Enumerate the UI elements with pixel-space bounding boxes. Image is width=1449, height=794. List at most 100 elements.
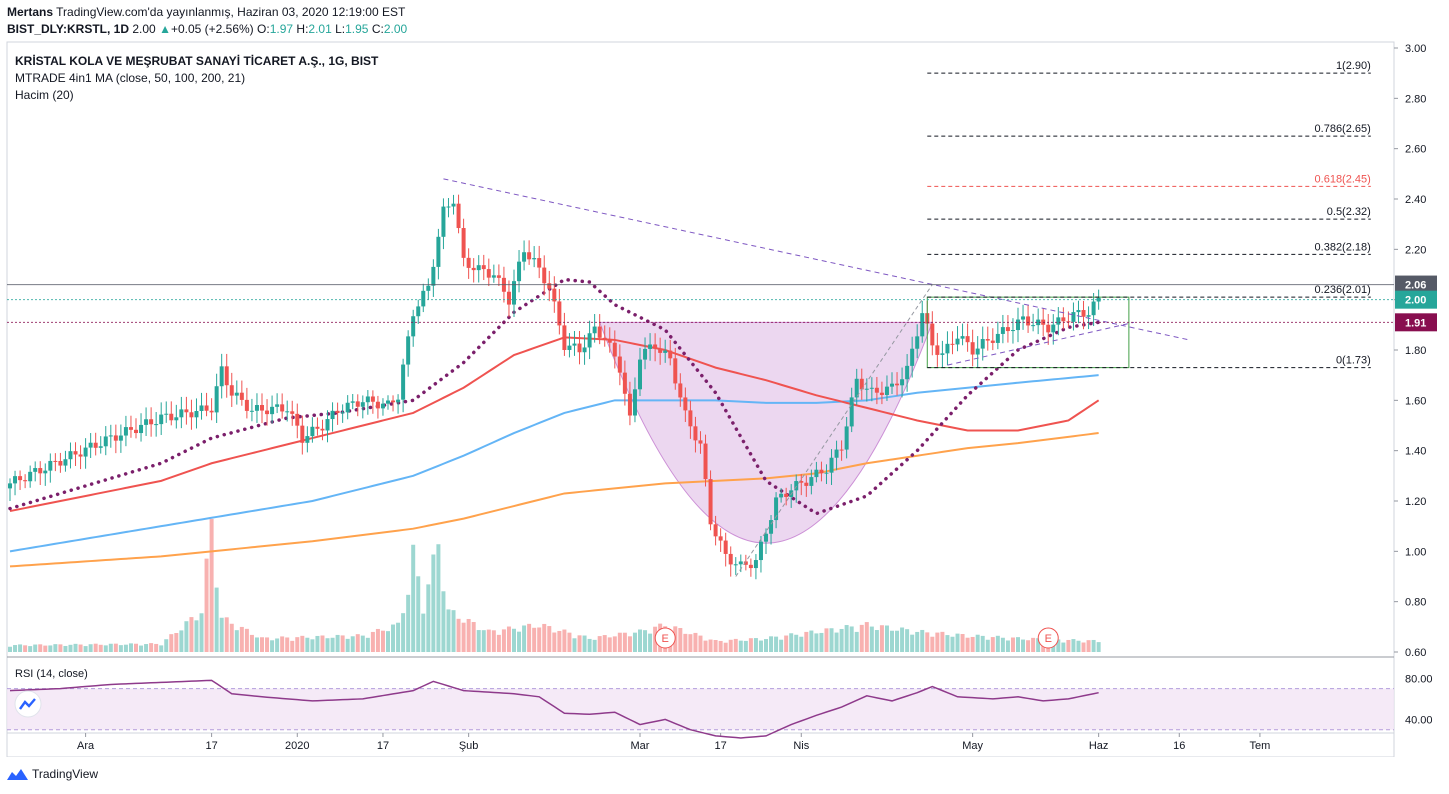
cup-pattern[interactable]	[598, 321, 934, 544]
candle-body[interactable]	[935, 345, 940, 355]
candle-body[interactable]	[406, 336, 411, 365]
candle-body[interactable]	[265, 410, 270, 415]
candle-body[interactable]	[723, 540, 728, 554]
candle-body[interactable]	[879, 392, 884, 395]
candle-body[interactable]	[683, 397, 688, 411]
candle-body[interactable]	[527, 252, 532, 260]
candle-body[interactable]	[391, 400, 396, 403]
candle-body[interactable]	[567, 345, 572, 350]
candle-body[interactable]	[643, 348, 648, 360]
candle-body[interactable]	[824, 472, 829, 474]
candle-body[interactable]	[965, 336, 970, 343]
candle-body[interactable]	[436, 236, 441, 267]
candle-body[interactable]	[859, 378, 864, 390]
candle-body[interactable]	[774, 497, 779, 521]
candle-body[interactable]	[451, 203, 456, 207]
candle-body[interactable]	[491, 275, 496, 278]
candle-body[interactable]	[285, 411, 290, 413]
candle-body[interactable]	[461, 228, 466, 258]
candle-body[interactable]	[854, 378, 859, 398]
candle-body[interactable]	[174, 417, 179, 421]
candle-body[interactable]	[829, 457, 834, 473]
candle-body[interactable]	[632, 389, 637, 416]
candle-body[interactable]	[421, 290, 426, 307]
candle-body[interactable]	[522, 252, 527, 262]
ma21-dotted-line[interactable]	[8, 277, 1101, 516]
legend-ma[interactable]: MTRADE 4in1 MA (close, 50, 100, 200, 21)	[15, 71, 245, 85]
candle-body[interactable]	[1071, 312, 1076, 322]
candle-body[interactable]	[441, 206, 446, 237]
candle-body[interactable]	[118, 435, 123, 441]
candle-body[interactable]	[577, 343, 582, 353]
candle-body[interactable]	[884, 386, 889, 395]
candle-body[interactable]	[1056, 317, 1061, 325]
candle-body[interactable]	[139, 424, 144, 434]
candle-body[interactable]	[970, 342, 975, 355]
candle-body[interactable]	[254, 405, 259, 411]
candle-body[interactable]	[990, 340, 995, 343]
candle-body[interactable]	[330, 410, 335, 420]
candle-body[interactable]	[557, 301, 562, 326]
candle-body[interactable]	[68, 451, 73, 460]
candle-body[interactable]	[869, 387, 874, 389]
candle-body[interactable]	[743, 561, 748, 565]
candle-body[interactable]	[713, 524, 718, 537]
candle-body[interactable]	[562, 325, 567, 350]
time-axis-label[interactable]: 16	[1173, 740, 1185, 752]
candle-body[interactable]	[134, 429, 138, 434]
ma200-line[interactable]	[9, 432, 1099, 568]
candle-body[interactable]	[416, 306, 421, 317]
candle-body[interactable]	[386, 400, 390, 404]
ma100-line[interactable]	[9, 374, 1099, 553]
candle-body[interactable]	[169, 413, 174, 421]
candle-body[interactable]	[310, 426, 315, 437]
candle-body[interactable]	[950, 343, 955, 345]
candle-body[interactable]	[1051, 324, 1056, 333]
candle-body[interactable]	[1066, 321, 1071, 323]
candle-body[interactable]	[874, 387, 879, 393]
legend-volume[interactable]: Hacim (20)	[15, 88, 74, 102]
candle-body[interactable]	[849, 397, 854, 427]
candle-body[interactable]	[113, 435, 118, 441]
support-line[interactable]	[947, 321, 1135, 366]
price-tag[interactable]	[1395, 313, 1437, 332]
candle-body[interactable]	[350, 401, 355, 403]
candle-body[interactable]	[411, 316, 416, 337]
candle-body[interactable]	[915, 336, 920, 349]
time-axis-label[interactable]: 17	[715, 740, 727, 752]
price-axis-label[interactable]: 1.40	[1405, 446, 1426, 458]
candle-body[interactable]	[612, 342, 617, 357]
candle-body[interactable]	[1076, 310, 1081, 313]
legend-title[interactable]: KRİSTAL KOLA VE MEŞRUBAT SANAYİ TİCARET …	[15, 53, 379, 68]
candle-body[interactable]	[194, 411, 199, 418]
candle-body[interactable]	[542, 267, 547, 284]
candle-body[interactable]	[728, 553, 733, 565]
candle-body[interactable]	[486, 269, 491, 278]
candle-body[interactable]	[582, 347, 587, 353]
author-name[interactable]: Mertans	[7, 5, 54, 19]
time-axis-label[interactable]: 2020	[285, 740, 309, 752]
candle-body[interactable]	[159, 414, 164, 425]
price-axis-label[interactable]: 2.40	[1405, 194, 1426, 206]
candle-body[interactable]	[244, 399, 249, 411]
candle-body[interactable]	[456, 203, 461, 229]
price-axis-label[interactable]: 1.20	[1405, 496, 1426, 508]
candle-body[interactable]	[375, 401, 380, 409]
price-axis-label[interactable]: 1.00	[1405, 546, 1426, 558]
candle-body[interactable]	[335, 410, 340, 414]
candle-body[interactable]	[103, 436, 108, 447]
price-axis-label[interactable]: 3.00	[1405, 43, 1426, 55]
candle-body[interactable]	[23, 480, 28, 482]
time-axis-label[interactable]: Mar	[631, 740, 650, 752]
candle-body[interactable]	[985, 339, 990, 341]
candle-body[interactable]	[446, 206, 451, 208]
earnings-marker-icon[interactable]	[1037, 627, 1059, 649]
candle-body[interactable]	[733, 564, 738, 566]
candle-body[interactable]	[638, 359, 642, 390]
candle-body[interactable]	[1021, 316, 1026, 320]
candle-body[interactable]	[698, 440, 703, 444]
candle-body[interactable]	[380, 403, 385, 409]
candle-body[interactable]	[209, 410, 214, 413]
price-axis-label[interactable]: 0.60	[1405, 647, 1426, 659]
